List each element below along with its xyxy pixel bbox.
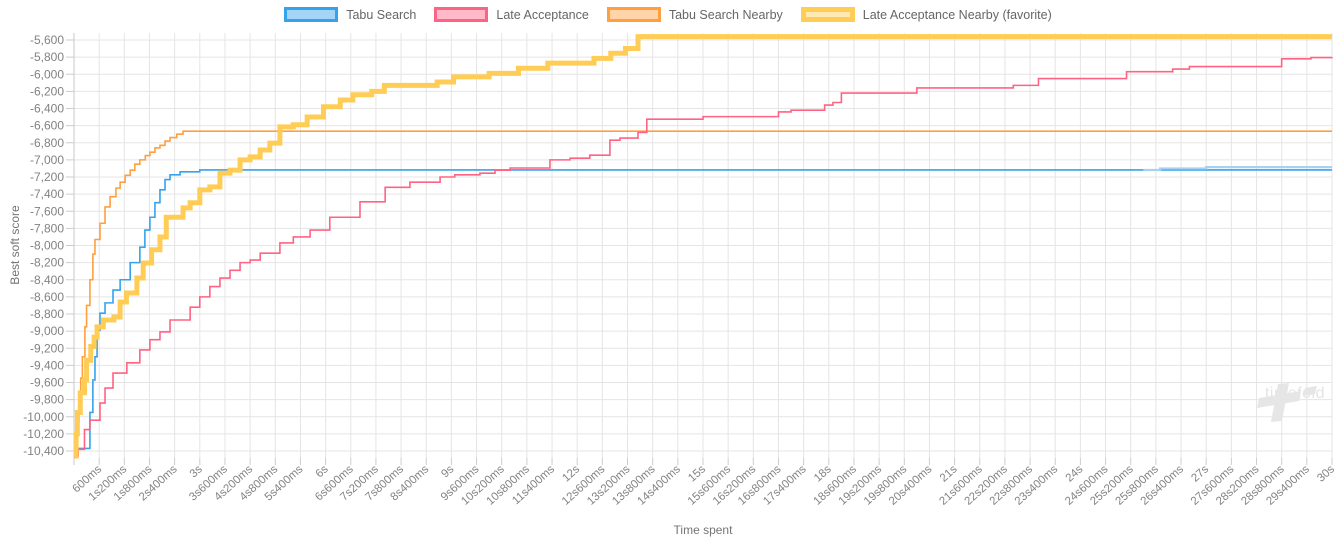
svg-text:9s: 9s bbox=[439, 463, 456, 480]
series-line-late-acceptance bbox=[75, 56, 1333, 457]
svg-text:-10,400: -10,400 bbox=[23, 444, 64, 458]
legend-label-late-acceptance-nearby: Late Acceptance Nearby (favorite) bbox=[862, 7, 1052, 22]
svg-text:-8,200: -8,200 bbox=[30, 256, 64, 270]
axis-ticks bbox=[66, 39, 1333, 465]
svg-text:-6,400: -6,400 bbox=[30, 102, 64, 116]
svg-text:-9,400: -9,400 bbox=[30, 358, 64, 372]
svg-text:-9,200: -9,200 bbox=[30, 341, 64, 355]
legend-swatch-tabu-search-nearby bbox=[606, 7, 661, 22]
svg-text:-6,800: -6,800 bbox=[30, 136, 64, 150]
svg-text:-9,000: -9,000 bbox=[30, 324, 64, 338]
legend-swatch-late-acceptance-nearby bbox=[800, 7, 855, 22]
svg-text:-6,000: -6,000 bbox=[30, 67, 64, 81]
svg-text:-10,200: -10,200 bbox=[23, 427, 64, 441]
legend-item-late-acceptance-nearby[interactable]: Late Acceptance Nearby (favorite) bbox=[800, 7, 1052, 22]
legend-label-late-acceptance: Late Acceptance bbox=[496, 7, 589, 22]
svg-text:-9,800: -9,800 bbox=[30, 393, 64, 407]
x-axis-title: Time spent bbox=[673, 523, 733, 537]
y-tick-labels: -5,600 -5,800 -6,000 -6,200 -6,400 -6,600 -6,8… bbox=[23, 33, 64, 458]
svg-text:-7,600: -7,600 bbox=[30, 204, 64, 218]
svg-text:-5,800: -5,800 bbox=[30, 50, 64, 64]
svg-text:3s: 3s bbox=[188, 463, 205, 480]
svg-text:-7,800: -7,800 bbox=[30, 221, 64, 235]
svg-text:-8,400: -8,400 bbox=[30, 273, 64, 287]
legend-swatch-tabu-search bbox=[284, 7, 339, 22]
series-line-late-acceptance-nearby-favorite bbox=[73, 34, 1332, 459]
svg-text:-8,600: -8,600 bbox=[30, 290, 64, 304]
svg-text:-7,400: -7,400 bbox=[30, 187, 64, 201]
legend-label-tabu-search-nearby: Tabu Search Nearby bbox=[668, 7, 783, 22]
svg-text:-6,600: -6,600 bbox=[30, 119, 64, 133]
svg-text:-7,000: -7,000 bbox=[30, 153, 64, 167]
svg-text:-5,600: -5,600 bbox=[30, 33, 64, 47]
svg-text:-8,800: -8,800 bbox=[30, 307, 64, 321]
chart-legend: Tabu Search Late Acceptance Tabu Search … bbox=[0, 7, 1336, 22]
series-line-tabu-search-nearby bbox=[74, 130, 1332, 457]
legend-label-tabu-search: Tabu Search bbox=[346, 7, 417, 22]
legend-item-tabu-search[interactable]: Tabu Search bbox=[284, 7, 416, 22]
legend-swatch-late-acceptance bbox=[434, 7, 489, 22]
legend-item-tabu-search-nearby[interactable]: Tabu Search Nearby bbox=[606, 7, 783, 22]
svg-text:-9,600: -9,600 bbox=[30, 376, 64, 390]
svg-text:-8,000: -8,000 bbox=[30, 239, 64, 253]
gridlines bbox=[73, 33, 1333, 458]
y-axis-title: Best soft score bbox=[8, 205, 22, 285]
series-line-tabu-search-late-improvement bbox=[1143, 166, 1332, 172]
svg-text:-7,200: -7,200 bbox=[30, 170, 64, 184]
svg-text:6s: 6s bbox=[314, 463, 331, 480]
legend-item-late-acceptance[interactable]: Late Acceptance bbox=[434, 7, 589, 22]
svg-text:-6,200: -6,200 bbox=[30, 84, 64, 98]
svg-text:-10,000: -10,000 bbox=[23, 410, 64, 424]
svg-text:30s: 30s bbox=[1315, 463, 1336, 484]
series-line-tabu-search bbox=[76, 169, 1332, 454]
